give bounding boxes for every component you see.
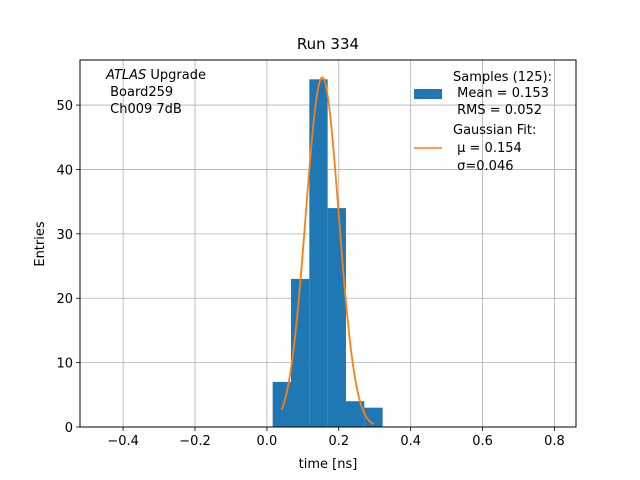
y-tick-label: 10 (56, 357, 73, 372)
x-tick-label: 0.0 (257, 434, 278, 449)
histogram-bar (327, 208, 346, 427)
plot-frame (79, 59, 577, 428)
x-tick-label: 0.6 (472, 434, 493, 449)
y-tick-label: 50 (56, 99, 73, 114)
annotation-line-3: Ch009 7dB (106, 102, 182, 117)
atlas-annotation: ATLAS Upgrade Board259 Ch009 7dB (105, 68, 206, 117)
y-tick-label: 0 (65, 421, 73, 436)
legend-fit-sigma: σ=0.046 (453, 159, 513, 174)
annotation-atlas: ATLAS (105, 68, 146, 83)
x-tick-label: 0.8 (544, 434, 565, 449)
legend: Samples (125): Mean = 0.153 RMS = 0.052 … (414, 70, 552, 174)
histogram-bar (345, 401, 365, 427)
histogram-bars (272, 79, 383, 427)
chart-title: Run 334 (297, 35, 359, 53)
axis-ticks: −0.4 −0.2 0.0 0.2 0.4 0.6 0.8 0 10 20 30 40 50 (56, 99, 564, 449)
legend-fit-mu: μ = 0.154 (453, 141, 522, 156)
legend-samples-line-1: Samples (125): (453, 70, 552, 85)
legend-fit-line-1: Gaussian Fit: (453, 123, 536, 138)
y-tick-label: 20 (56, 292, 73, 307)
legend-samples-swatch (414, 89, 442, 99)
y-tick-label: 40 (56, 163, 73, 178)
histogram-bar (364, 407, 383, 427)
x-tick-label: 0.2 (328, 434, 349, 449)
annotation-upgrade: Upgrade (146, 68, 206, 83)
legend-samples-rms: RMS = 0.052 (453, 103, 542, 118)
histogram-bar (290, 278, 310, 427)
y-axis-label: Entries (33, 221, 48, 267)
x-tick-label: −0.2 (179, 434, 211, 449)
annotation-line-2: Board259 (106, 85, 173, 100)
x-tick-label: 0.4 (400, 434, 421, 449)
gaussian-fit-curve (280, 76, 375, 425)
x-tick-label: −0.4 (107, 434, 139, 449)
annotation-line-1: ATLAS Upgrade (105, 68, 206, 83)
x-axis-label: time [ns] (299, 457, 358, 472)
gaussian-fit (280, 76, 375, 425)
histogram-bar (309, 79, 328, 427)
y-tick-label: 30 (56, 228, 73, 243)
legend-samples-mean: Mean = 0.153 (453, 86, 549, 101)
